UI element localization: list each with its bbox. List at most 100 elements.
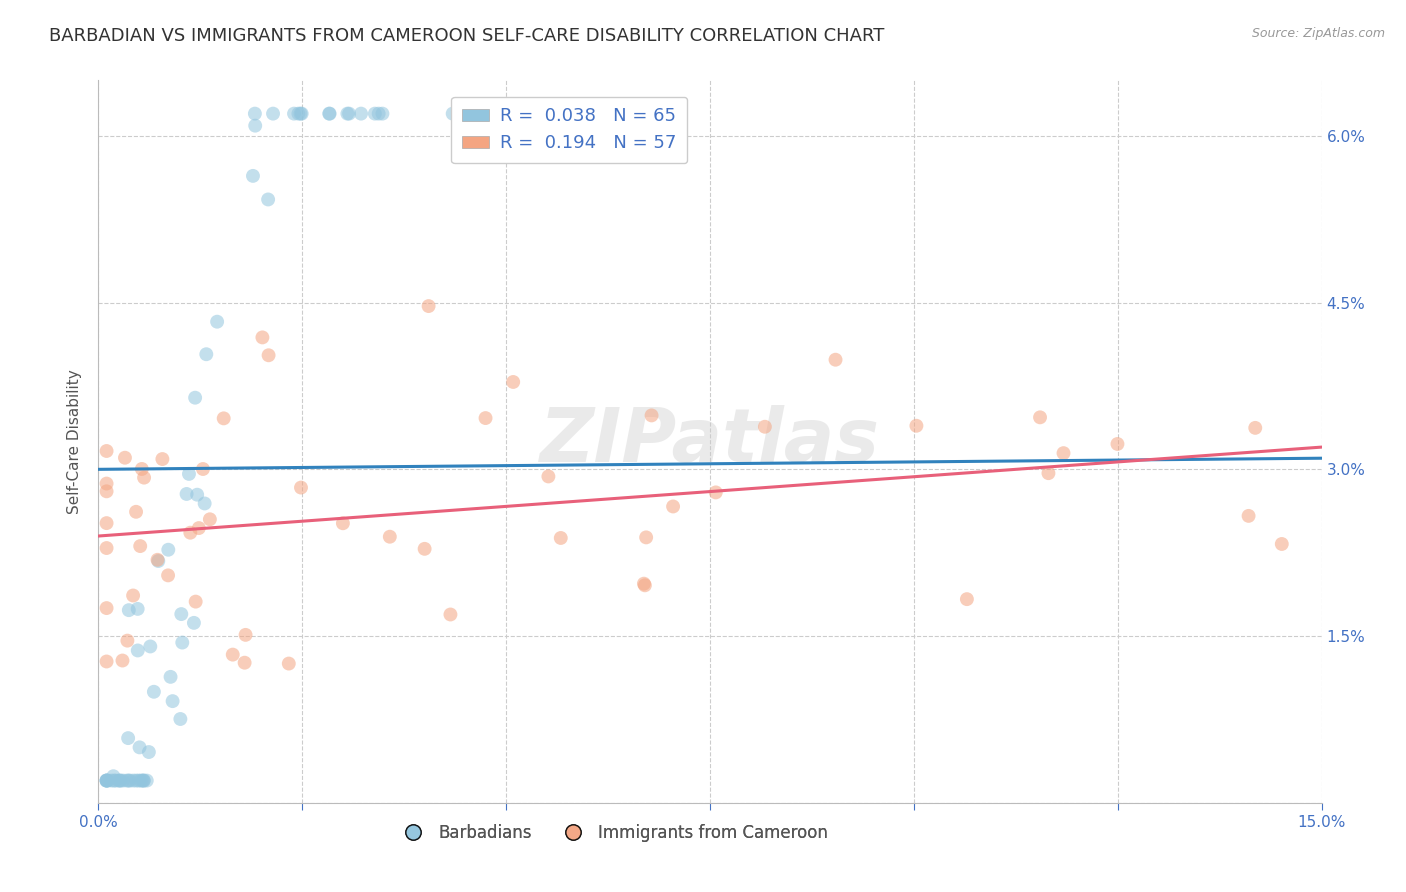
- Point: [139, 640, 162, 654]
- Point: [332, 516, 354, 531]
- Point: [179, 525, 201, 540]
- Point: [170, 607, 193, 621]
- Point: [905, 418, 928, 433]
- Point: [754, 419, 776, 434]
- Point: [262, 106, 284, 120]
- Point: [318, 106, 340, 120]
- Point: [283, 106, 305, 120]
- Point: [183, 615, 205, 630]
- Point: [824, 352, 846, 367]
- Point: [186, 488, 208, 502]
- Point: [132, 773, 155, 788]
- Point: [290, 481, 312, 495]
- Point: [474, 411, 496, 425]
- Point: [184, 391, 207, 405]
- Point: [110, 773, 132, 788]
- Point: [114, 450, 136, 465]
- Point: [287, 106, 309, 120]
- Point: [96, 476, 118, 491]
- Point: [662, 500, 685, 514]
- Point: [633, 576, 655, 591]
- Point: [108, 773, 131, 788]
- Point: [157, 568, 180, 582]
- Point: [118, 603, 141, 617]
- Point: [195, 347, 218, 361]
- Point: [367, 106, 389, 120]
- Point: [1107, 437, 1129, 451]
- Point: [439, 607, 461, 622]
- Point: [96, 773, 118, 788]
- Point: [1029, 410, 1052, 425]
- Point: [704, 485, 727, 500]
- Point: [117, 773, 139, 788]
- Point: [636, 530, 658, 544]
- Point: [205, 315, 228, 329]
- Point: [96, 655, 118, 669]
- Point: [131, 462, 153, 476]
- Point: [96, 773, 118, 788]
- Point: [103, 769, 125, 783]
- Point: [122, 773, 145, 788]
- Point: [129, 773, 152, 788]
- Point: [118, 773, 141, 788]
- Point: [162, 694, 184, 708]
- Point: [146, 553, 169, 567]
- Point: [96, 484, 118, 499]
- Point: [96, 601, 118, 615]
- Point: [96, 516, 118, 530]
- Point: [142, 685, 165, 699]
- Point: [235, 628, 257, 642]
- Point: [96, 541, 118, 555]
- Point: [198, 512, 221, 526]
- Point: [350, 106, 373, 120]
- Point: [100, 773, 122, 788]
- Point: [128, 773, 150, 788]
- Point: [1052, 446, 1074, 460]
- Point: [245, 119, 267, 133]
- Point: [103, 773, 125, 788]
- Point: [1271, 537, 1294, 551]
- Y-axis label: Self-Care Disability: Self-Care Disability: [67, 369, 83, 514]
- Point: [277, 657, 299, 671]
- Point: [634, 578, 657, 592]
- Point: [233, 656, 256, 670]
- Point: [242, 169, 264, 183]
- Point: [104, 773, 127, 788]
- Point: [96, 773, 118, 788]
- Point: [191, 462, 214, 476]
- Point: [132, 470, 155, 484]
- Point: [252, 330, 274, 344]
- Text: ZIPatlas: ZIPatlas: [540, 405, 880, 478]
- Point: [148, 554, 170, 568]
- Point: [177, 467, 200, 481]
- Point: [169, 712, 191, 726]
- Point: [127, 602, 149, 616]
- Point: [187, 521, 209, 535]
- Point: [122, 589, 145, 603]
- Point: [108, 773, 131, 788]
- Point: [378, 530, 401, 544]
- Point: [243, 106, 266, 120]
- Point: [117, 633, 139, 648]
- Point: [336, 106, 359, 120]
- Point: [184, 594, 207, 608]
- Point: [138, 745, 160, 759]
- Point: [550, 531, 572, 545]
- Text: BARBADIAN VS IMMIGRANTS FROM CAMEROON SELF-CARE DISABILITY CORRELATION CHART: BARBADIAN VS IMMIGRANTS FROM CAMEROON SE…: [49, 27, 884, 45]
- Point: [135, 773, 157, 788]
- Point: [157, 542, 180, 557]
- Text: Source: ZipAtlas.com: Source: ZipAtlas.com: [1251, 27, 1385, 40]
- Point: [537, 469, 560, 483]
- Point: [640, 409, 662, 423]
- Point: [418, 299, 440, 313]
- Point: [441, 106, 464, 120]
- Point: [194, 496, 217, 510]
- Point: [97, 773, 120, 788]
- Point: [176, 487, 198, 501]
- Point: [125, 505, 148, 519]
- Legend: Barbadians, Immigrants from Cameroon: Barbadians, Immigrants from Cameroon: [389, 817, 835, 848]
- Point: [115, 773, 138, 788]
- Point: [111, 773, 134, 788]
- Point: [150, 452, 173, 467]
- Point: [1244, 421, 1267, 435]
